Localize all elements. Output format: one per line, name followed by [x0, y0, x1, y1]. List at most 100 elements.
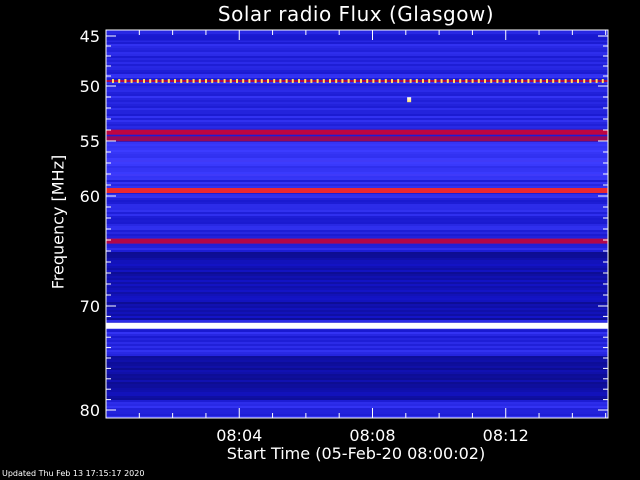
dotted-line-dot: [260, 79, 263, 83]
spectrogram-row: [106, 48, 608, 50]
spectrogram-row: [106, 408, 608, 410]
spectrogram-row: [106, 60, 608, 62]
spectrogram-row: [106, 146, 608, 148]
dotted-line-dot: [236, 79, 238, 83]
dotted-line-dot: [167, 79, 170, 83]
spectrogram-row: [106, 274, 608, 276]
spectrogram-row: [106, 314, 608, 316]
spectrogram-row: [106, 380, 608, 382]
dotted-line-dot: [242, 79, 245, 83]
dotted-line-dot: [422, 79, 424, 83]
spectrogram-row: [106, 394, 608, 396]
spectrogram-row: [106, 350, 608, 352]
spectrogram-row: [106, 346, 608, 348]
spectrogram-row: [106, 364, 608, 366]
spectrogram-row: [106, 332, 608, 334]
spectrogram-row: [106, 416, 608, 418]
spectrogram-row: [106, 182, 608, 184]
dotted-line-dot: [130, 79, 133, 83]
spectrogram-row: [106, 118, 608, 120]
spectrogram-row: [106, 194, 608, 196]
y-tick-label: 70: [80, 297, 100, 316]
spectrogram-row: [106, 218, 608, 220]
spectrogram-row: [106, 280, 608, 282]
dotted-line-dot: [502, 79, 505, 83]
spectrogram-row: [106, 92, 608, 94]
spectrogram-row: [106, 304, 608, 306]
spectrogram-row: [106, 44, 608, 46]
spectrogram-row: [106, 54, 608, 56]
spectrogram-row: [106, 222, 608, 224]
spectrogram-row: [106, 66, 608, 68]
spectrogram-row: [106, 348, 608, 350]
x-axis-ticks: 08:04 08:08 08:12: [138, 30, 607, 445]
dotted-line-dot: [198, 79, 201, 83]
dotted-line-dot: [143, 79, 145, 83]
spectrogram-row: [106, 186, 608, 188]
spectrogram-row: [106, 392, 608, 394]
spectrogram-row: [106, 34, 608, 36]
dotted-line-dot: [508, 79, 511, 83]
spectrogram-row: [106, 76, 608, 78]
dotted-line-dot: [211, 79, 214, 83]
spectrogram-row: [106, 296, 608, 298]
spectrogram-row: [106, 290, 608, 292]
spectrogram-row: [106, 224, 608, 226]
spectrogram-row: [106, 302, 608, 304]
dotted-line-dot: [347, 79, 350, 83]
y-tick-label: 50: [80, 77, 100, 96]
spectrogram-row: [106, 360, 608, 362]
dotted-line-dot: [322, 79, 325, 83]
spectrogram-row: [106, 78, 608, 80]
spectrogram-row: [106, 62, 608, 64]
dotted-line-dot: [254, 79, 257, 83]
frequency-band: [106, 129, 608, 135]
spectrogram-row: [106, 110, 608, 112]
spectrogram-row: [106, 398, 608, 400]
dotted-line-dot: [515, 79, 517, 83]
spectrogram-row: [106, 228, 608, 230]
dotted-line-dot: [205, 79, 207, 83]
spectrogram-row: [106, 170, 608, 172]
spectrogram-row: [106, 90, 608, 92]
spectrogram-row: [106, 286, 608, 288]
dotted-line-dot: [428, 79, 431, 83]
frequency-band-core: [106, 324, 608, 327]
spectrogram-row: [106, 328, 608, 330]
spectrogram-row: [106, 298, 608, 300]
spectrogram-row: [106, 164, 608, 166]
dotted-line-dot: [471, 79, 474, 83]
spectrogram-row: [106, 272, 608, 274]
spectrogram-row: [106, 114, 608, 116]
dotted-line-dot: [372, 79, 375, 83]
dotted-line-dot: [229, 79, 232, 83]
spectrogram-row: [106, 106, 608, 108]
spectrogram-row: [106, 152, 608, 154]
spectrogram-row: [106, 378, 608, 380]
burst-point: [407, 97, 412, 103]
spectrogram-row: [106, 308, 608, 310]
dotted-line-dot: [267, 79, 269, 83]
spectrogram-row: [106, 166, 608, 168]
spectrogram-row: [106, 294, 608, 296]
spectrogram-row: [106, 342, 608, 344]
spectrogram-row: [106, 56, 608, 58]
spectrogram-row: [106, 266, 608, 268]
spectrogram-row: [106, 50, 608, 52]
spectrogram-row: [106, 74, 608, 76]
dotted-line-dot: [180, 79, 183, 83]
spectrogram-row: [106, 252, 608, 254]
spectrogram-row: [106, 206, 608, 208]
spectrogram-row: [106, 306, 608, 308]
dotted-line-dot: [558, 79, 561, 83]
spectrogram-row: [106, 276, 608, 278]
spectrogram-row: [106, 210, 608, 212]
spectrogram-row: [106, 406, 608, 408]
spectrogram-row: [106, 42, 608, 44]
dotted-line-dot: [279, 79, 282, 83]
dotted-line-dot: [136, 79, 139, 83]
dotted-line-dot: [403, 79, 406, 83]
spectrogram-row: [106, 362, 608, 364]
spectrogram-row: [106, 70, 608, 72]
dotted-line-dot: [477, 79, 480, 83]
